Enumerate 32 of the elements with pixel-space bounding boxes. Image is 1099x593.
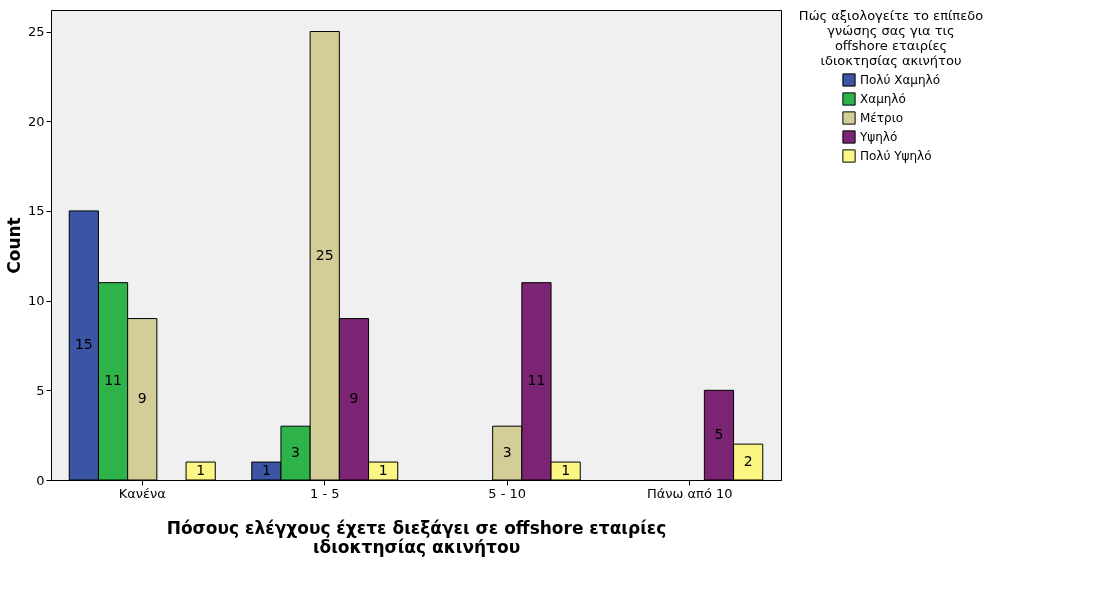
y-tick-label: 5 [36, 382, 45, 398]
data-label: 25 [315, 246, 334, 263]
legend-label: Μέτριο [860, 111, 904, 125]
x-tick-label: 5 - 10 [488, 485, 527, 501]
x-tick-label: 1 - 5 [310, 485, 340, 501]
data-label: 1 [561, 462, 571, 479]
data-label: 9 [137, 390, 147, 407]
y-tick-label: 0 [36, 472, 45, 488]
x-axis-title: Πόσους ελέγχους έχετε διεξάγει σε offshore εταιρίες ιδιοκτησίας ακινήτου [166, 517, 667, 557]
x-tick-label: Πάνω από 10 [646, 485, 733, 501]
data-label: 11 [104, 372, 122, 389]
data-label: 3 [291, 444, 301, 461]
legend-label: Υψηλό [859, 130, 898, 144]
x-tick-label: Κανένα [118, 485, 166, 501]
data-label: 2 [743, 453, 753, 470]
y-tick-label: 15 [27, 203, 45, 219]
legend-label: Πολύ Υψηλό [860, 149, 932, 163]
data-label: 15 [74, 336, 93, 353]
data-label: 1 [261, 462, 271, 479]
legend-label: Πολύ Χαμηλό [860, 73, 941, 87]
y-axis-title: Count [3, 217, 24, 274]
data-label: 3 [502, 444, 512, 461]
y-tick-label: 20 [27, 113, 45, 129]
y-tick-label: 25 [27, 24, 45, 40]
data-label: 11 [527, 372, 546, 389]
data-label: 5 [714, 426, 724, 443]
data-label: 1 [378, 462, 388, 479]
legend-title: Πώς αξιολογείτε το επίπεδο γνώσης σας για τις offshore εταιρίες ιδιοκτησίας ακινήτου [798, 8, 984, 68]
data-label: 1 [196, 462, 206, 479]
y-tick-label: 10 [27, 293, 45, 309]
legend-label: Χαμηλό [860, 92, 906, 106]
data-label: 9 [349, 390, 359, 407]
